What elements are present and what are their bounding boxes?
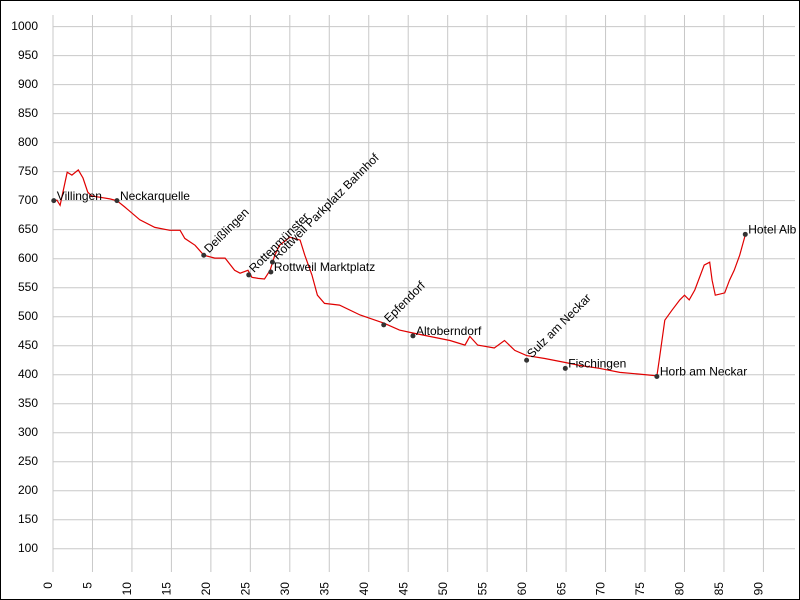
x-tick-label: 60 [515,582,529,596]
y-tick-label: 1000 [11,19,38,33]
y-tick-label: 250 [18,454,38,468]
waypoint-label: Villingen [57,189,102,203]
x-tick-label: 25 [239,582,253,596]
elevation-line [52,168,746,377]
waypoint [381,322,387,328]
waypoint [269,259,275,265]
x-tick-label: 5 [81,582,95,589]
y-tick-label: 700 [18,193,38,207]
waypoint [268,269,274,275]
y-tick-label: 400 [18,367,38,381]
x-tick-label: 65 [554,582,568,596]
x-tick-label: 10 [120,582,134,596]
x-tick-label: 50 [436,582,450,596]
waypoint [246,272,252,278]
y-tick-label: 200 [18,483,38,497]
y-tick-label: 500 [18,309,38,323]
x-tick-label: 55 [475,582,489,596]
x-tick-label: 30 [278,582,292,596]
x-tick-label: 35 [317,582,331,596]
waypoint-label: Horb am Neckar [660,365,747,379]
y-tick-label: 750 [18,164,38,178]
y-tick-label: 950 [18,48,38,62]
y-tick-label: 100 [18,541,38,555]
waypoint [410,333,416,339]
y-tick-label: 850 [18,106,38,120]
waypoint-label: Hotel Alb [748,222,796,236]
x-tick-label: 85 [712,582,726,596]
y-tick-label: 350 [18,396,38,410]
x-tick-label: 20 [199,582,213,596]
waypoint-label: Altoberndorf [416,324,482,338]
y-tick-label: 450 [18,338,38,352]
waypoint [654,373,660,379]
x-tick-label: 70 [594,582,608,596]
y-tick-label: 800 [18,135,38,149]
x-tick-label: 15 [160,582,174,596]
y-tick-label: 550 [18,280,38,294]
waypoint [201,252,207,258]
waypoint-label: Rottweil Marktplatz [274,260,375,274]
waypoint [114,198,120,204]
waypoint-label: Fischingen [568,357,626,371]
waypoint [524,357,530,363]
x-tick-label: 40 [357,582,371,596]
y-tick-label: 900 [18,77,38,91]
waypoint [742,231,748,237]
waypoint [562,365,568,371]
x-tick-label: 75 [633,582,647,596]
x-tick-label: 45 [396,582,410,596]
y-tick-label: 600 [18,251,38,265]
y-tick-label: 300 [18,425,38,439]
x-tick-label: 80 [673,582,687,596]
y-tick-label: 650 [18,222,38,236]
waypoint [51,198,57,204]
waypoint-label: Neckarquelle [120,189,190,203]
y-tick-label: 150 [18,512,38,526]
x-tick-label: 0 [41,582,55,589]
x-tick-label: 90 [752,582,766,596]
